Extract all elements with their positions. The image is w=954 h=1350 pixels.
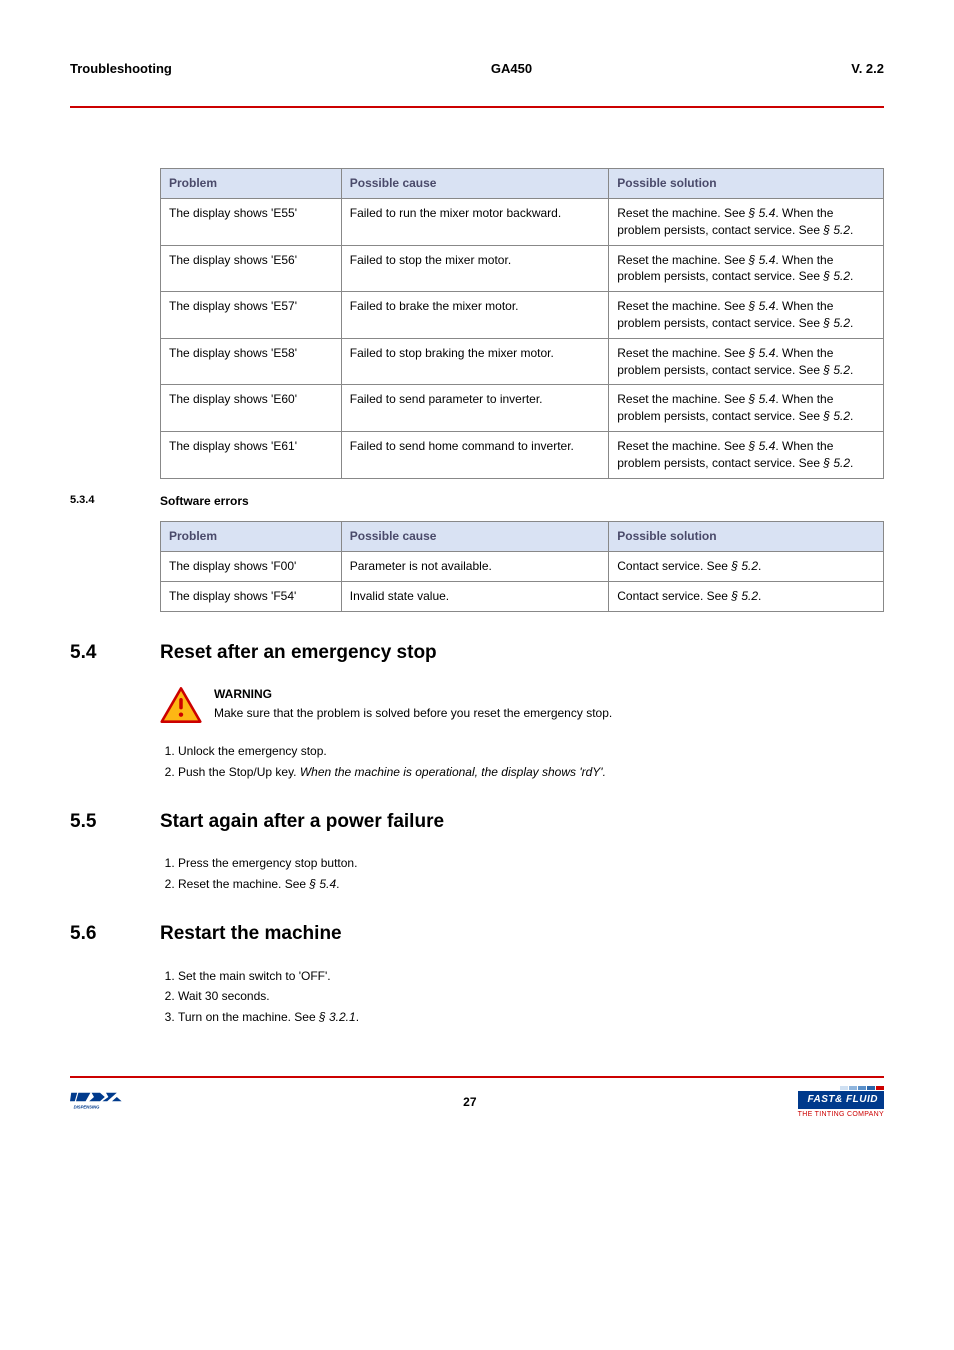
step-text: . — [356, 1010, 359, 1024]
error-table-e-codes: Problem Possible cause Possible solution… — [160, 168, 884, 478]
cell-problem: The display shows 'E56' — [161, 245, 342, 292]
cell-cause: Failed to run the mixer motor backward. — [341, 198, 609, 245]
brand-tagline: THE TINTING COMPANY — [798, 1110, 884, 1120]
header-right: V. 2.2 — [851, 60, 884, 78]
subsection-5-3-4: 5.3.4 Software errors — [70, 493, 884, 510]
cell-cause: Invalid state value. — [341, 581, 609, 611]
cell-solution: Reset the machine. See § 5.4. When the p… — [609, 385, 884, 432]
page-number: 27 — [463, 1094, 476, 1111]
page-footer: DISPENSING 27 FAST& FLUID THE TINTING CO… — [70, 1078, 884, 1120]
th-cause: Possible cause — [341, 522, 609, 552]
step: Unlock the emergency stop. — [178, 743, 884, 760]
header-center: GA450 — [491, 60, 532, 78]
cell-solution: Contact service. See § 5.2. — [609, 581, 884, 611]
steps-5-4: Unlock the emergency stop. Push the Stop… — [178, 743, 884, 781]
table-row: The display shows 'E58'Failed to stop br… — [161, 338, 884, 385]
cell-solution: Reset the machine. See § 5.4. When the p… — [609, 338, 884, 385]
subsection-number: 5.3.4 — [70, 493, 160, 510]
section-title: Restart the machine — [160, 921, 342, 948]
header-left: Troubleshooting — [70, 60, 172, 78]
cell-problem: The display shows 'E58' — [161, 338, 342, 385]
steps-5-6: Set the main switch to 'OFF'. Wait 30 se… — [178, 968, 884, 1026]
warning-label: WARNING — [214, 686, 612, 703]
cell-solution: Reset the machine. See § 5.4. When the p… — [609, 198, 884, 245]
cell-solution: Reset the machine. See § 5.4. When the p… — [609, 245, 884, 292]
th-problem: Problem — [161, 522, 342, 552]
subsection-title: Software errors — [160, 493, 249, 510]
page-header: Troubleshooting GA450 V. 2.2 — [70, 60, 884, 106]
cell-problem: The display shows 'F00' — [161, 552, 342, 582]
cell-cause: Failed to send parameter to inverter. — [341, 385, 609, 432]
table-row: The display shows 'E57'Failed to brake t… — [161, 292, 884, 339]
table-row: The display shows 'E55'Failed to run the… — [161, 198, 884, 245]
cell-cause: Parameter is not available. — [341, 552, 609, 582]
cell-problem: The display shows 'E61' — [161, 431, 342, 478]
table-row: The display shows 'F54'Invalid state val… — [161, 581, 884, 611]
cell-problem: The display shows 'F54' — [161, 581, 342, 611]
table-row: The display shows 'F00'Parameter is not … — [161, 552, 884, 582]
warning-text: WARNING Make sure that the problem is so… — [214, 686, 612, 722]
idex-logo: DISPENSING — [70, 1087, 142, 1118]
cell-problem: The display shows 'E57' — [161, 292, 342, 339]
th-cause: Possible cause — [341, 169, 609, 199]
step-text: . — [336, 877, 339, 891]
cell-cause: Failed to stop braking the mixer motor. — [341, 338, 609, 385]
step-text: Turn on the machine. See — [178, 1010, 319, 1024]
cell-problem: The display shows 'E60' — [161, 385, 342, 432]
th-solution: Possible solution — [609, 169, 884, 199]
step: Wait 30 seconds. — [178, 988, 884, 1005]
table-row: The display shows 'E61'Failed to send ho… — [161, 431, 884, 478]
section-5-6: 5.6 Restart the machine — [70, 921, 884, 948]
section-number: 5.6 — [70, 921, 160, 948]
table-row: The display shows 'E56'Failed to stop th… — [161, 245, 884, 292]
cell-cause: Failed to send home command to inverter. — [341, 431, 609, 478]
cell-solution: Contact service. See § 5.2. — [609, 552, 884, 582]
svg-text:DISPENSING: DISPENSING — [74, 1105, 101, 1110]
header-rule — [70, 106, 884, 108]
step-italic: When the machine is operational, the dis… — [300, 765, 606, 779]
th-solution: Possible solution — [609, 522, 884, 552]
step-text: Push the Stop/Up key. — [178, 765, 300, 779]
section-title: Reset after an emergency stop — [160, 640, 437, 667]
fast-fluid-logo: FAST& FLUID THE TINTING COMPANY — [798, 1086, 884, 1120]
cell-solution: Reset the machine. See § 5.4. When the p… — [609, 292, 884, 339]
section-5-4: 5.4 Reset after an emergency stop — [70, 640, 884, 667]
section-title: Start again after a power failure — [160, 809, 444, 836]
step: Push the Stop/Up key. When the machine i… — [178, 764, 884, 781]
step: Set the main switch to 'OFF'. — [178, 968, 884, 985]
step: Turn on the machine. See § 3.2.1. — [178, 1009, 884, 1026]
warning-body: Make sure that the problem is solved bef… — [214, 706, 612, 720]
step-ref: § 3.2.1 — [319, 1010, 356, 1024]
cell-cause: Failed to stop the mixer motor. — [341, 245, 609, 292]
cell-cause: Failed to brake the mixer motor. — [341, 292, 609, 339]
section-number: 5.5 — [70, 809, 160, 836]
steps-5-5: Press the emergency stop button. Reset t… — [178, 855, 884, 893]
warning-block: WARNING Make sure that the problem is so… — [160, 686, 884, 729]
step-ref: § 5.4 — [309, 877, 336, 891]
table-row: The display shows 'E60'Failed to send pa… — [161, 385, 884, 432]
error-table-f-codes: Problem Possible cause Possible solution… — [160, 521, 884, 611]
step: Press the emergency stop button. — [178, 855, 884, 872]
step: Reset the machine. See § 5.4. — [178, 876, 884, 893]
th-problem: Problem — [161, 169, 342, 199]
warning-icon — [160, 686, 202, 729]
cell-solution: Reset the machine. See § 5.4. When the p… — [609, 431, 884, 478]
brand-name: FAST& FLUID — [798, 1091, 884, 1109]
section-5-5: 5.5 Start again after a power failure — [70, 809, 884, 836]
section-number: 5.4 — [70, 640, 160, 667]
cell-problem: The display shows 'E55' — [161, 198, 342, 245]
step-text: Reset the machine. See — [178, 877, 309, 891]
